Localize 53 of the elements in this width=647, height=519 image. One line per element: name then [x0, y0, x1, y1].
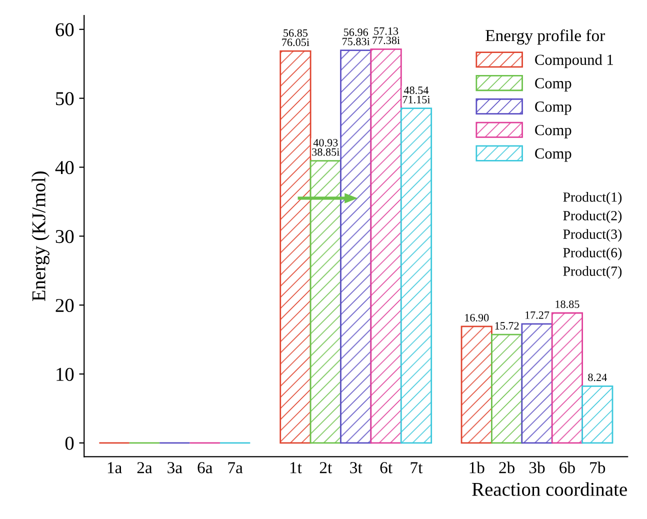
- bar: [551, 312, 583, 444]
- legend-title: Energy profile for: [486, 29, 605, 45]
- bar: [582, 385, 614, 444]
- bar: [400, 108, 432, 444]
- legend-label: Comp: [535, 102, 572, 115]
- x-tick-label: 1a: [108, 462, 122, 474]
- bar: [521, 323, 553, 444]
- data-label: 57.13 77.38i: [372, 27, 400, 44]
- x-tick-label: 7a: [228, 462, 243, 474]
- data-label: 8.24: [588, 374, 607, 382]
- annotation: Product(2): [563, 210, 622, 224]
- y-tick-label: 40: [55, 161, 74, 174]
- data-label: 56.85 76.05i: [282, 29, 310, 46]
- data-label: 56.96 75.83i: [342, 28, 370, 46]
- annotation: Product(7): [563, 266, 622, 279]
- x-tick-label: 3b: [529, 462, 545, 474]
- data-label: 18.85: [556, 300, 580, 308]
- x-tick-label: 2b: [499, 462, 515, 474]
- bar: [460, 326, 492, 444]
- bar: [491, 334, 523, 444]
- y-axis-title: Energy (KJ/mol): [32, 172, 50, 302]
- legend-label: Comp: [535, 78, 572, 92]
- y-tick-label: 0: [65, 436, 74, 450]
- x-tick-label: 7b: [590, 462, 606, 474]
- data-label: 17.27: [525, 311, 550, 319]
- bar: [370, 48, 402, 444]
- data-label: 48.54 71.15i: [402, 86, 430, 104]
- x-tick-label: 1t: [290, 462, 302, 474]
- annotation: Product(6): [563, 248, 622, 260]
- x-tick-label: 3a: [168, 462, 182, 474]
- x-tick-label: 2t: [320, 462, 332, 474]
- y-tick-label: 20: [56, 298, 74, 312]
- y-tick-label: 60: [56, 23, 74, 36]
- annotation: Product(3): [563, 229, 622, 242]
- legend-label: Compound 1: [535, 54, 613, 68]
- y-tick-label: 10: [56, 368, 74, 381]
- x-tick-label: 6b: [560, 462, 575, 474]
- x-tick-label: 2a: [137, 462, 152, 474]
- data-label: 40.93 38.85i: [312, 138, 340, 156]
- x-tick-label: 6t: [380, 462, 392, 474]
- y-tick-label: 50: [56, 92, 74, 106]
- x-tick-label: 1b: [470, 462, 484, 474]
- x-tick-label: 3t: [350, 462, 362, 474]
- y-tick-label: 30: [56, 230, 74, 244]
- annotation: Product(1): [563, 192, 622, 205]
- x-axis-title: Reaction coordinate: [472, 482, 627, 496]
- bar: [280, 50, 312, 444]
- x-tick-label: 6a: [198, 462, 213, 474]
- data-label: 16.90: [465, 314, 489, 322]
- x-tick-label: 7t: [410, 462, 423, 474]
- legend-label: Comp: [535, 124, 572, 138]
- data-label: 15.72: [495, 322, 519, 330]
- legend-label: Comp: [535, 148, 572, 162]
